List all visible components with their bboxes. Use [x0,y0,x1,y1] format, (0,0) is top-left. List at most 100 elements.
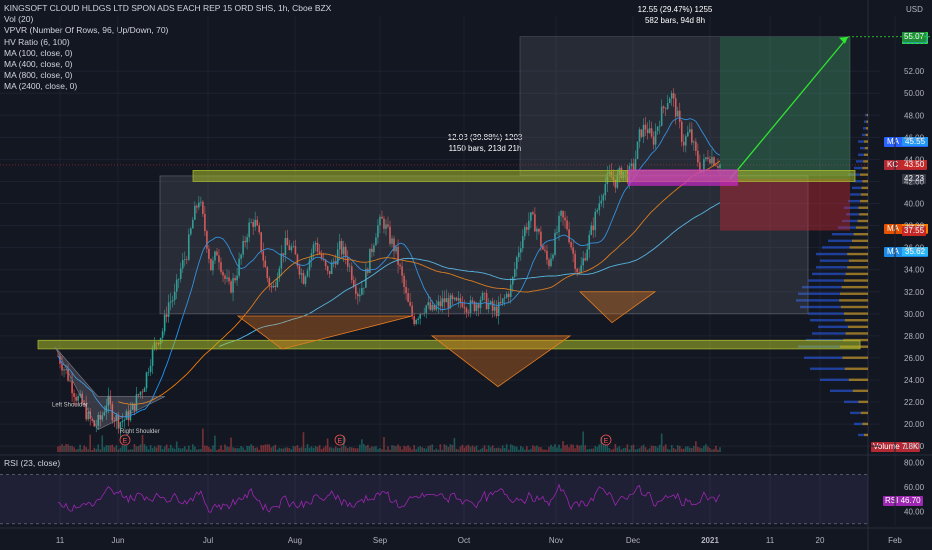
price-tag-label: KC [887,159,899,169]
volume-bar [350,447,353,452]
price-tick-label: 32.00 [904,288,925,297]
volume-bar [662,446,665,452]
volume-bar [413,445,415,452]
volume-tag-value: 7.8K [901,442,919,451]
volume-bar [425,448,428,452]
legend-indicator[interactable]: HV Ratio (6, 100) [4,36,70,47]
candle-body [361,288,363,295]
volume-bar [501,445,504,452]
volume-bar [159,445,162,452]
head-pattern [430,335,572,388]
candle-body [324,259,327,267]
candle-body [274,285,277,287]
candle-body [171,300,174,302]
time-tick-label: Aug [288,536,302,545]
resistance-zone [192,170,856,182]
volume-bar [196,449,198,452]
vpvr-row-down [860,199,868,203]
time-tick-label: Dec [626,536,640,545]
vpvr-row-down [862,166,868,170]
time-tick-label: Sep [373,536,388,545]
volume-bar [204,445,206,452]
volume-bar [676,445,679,452]
volume-bar [554,444,556,452]
volume-bar [121,445,124,452]
candle-body [425,305,428,313]
volume-bar [226,446,228,452]
vpvr-row-down [848,259,868,262]
candle-body [300,273,303,275]
candle-body [445,298,448,303]
earnings-marker-label: E [338,438,343,445]
volume-bar [71,445,73,452]
vpvr-row-up [864,120,867,123]
price-tag-value: 35.62 [902,246,929,256]
candle-body [713,157,715,166]
candle-body [224,275,226,279]
volume-bar [264,444,267,452]
candle-body [451,295,454,300]
volume-bar [658,444,661,452]
candle-body [85,403,87,420]
volume-bar [697,446,699,452]
candle-body [282,253,285,255]
candle-body [405,286,407,294]
candle-body [206,231,208,249]
volume-bar [244,449,246,452]
candle-body [363,287,365,289]
candle-body [429,302,432,310]
volume-bar [646,449,649,452]
legend-indicator[interactable]: MA (800, close, 0) [4,70,73,81]
legend-indicator[interactable]: MA (100, close, 0) [4,47,73,58]
earnings-marker-label: E [123,438,128,445]
volume-bar [449,444,452,452]
vpvr-row-up [854,166,863,170]
volume-bar [330,447,333,452]
candle-body [354,286,357,294]
volume-bar [175,441,178,452]
candle-body [147,371,150,373]
volume-bar [566,444,568,452]
legend-indicator[interactable]: VPVR (Number Of Rows, 96, Up/Down, 70) [4,25,169,36]
candle-body [560,210,562,216]
volume-bar [240,445,242,452]
volume-bar [173,448,176,452]
candle-body [226,277,228,279]
volume-bar [668,449,671,452]
volume-bar [61,444,63,452]
vpvr-row-up [838,226,856,229]
volume-bar [594,446,597,452]
candle-body [538,228,540,232]
candle-body [304,276,307,284]
rsi-legend[interactable]: RSI (23, close) [4,458,61,468]
volume-bar [234,448,236,452]
candle-body [540,231,542,247]
volume-bar [183,446,186,452]
volume-bar [238,448,240,452]
legend-indicator[interactable]: MA (400, close, 0) [4,59,73,70]
vpvr-row-up [804,356,843,359]
legend-indicator[interactable]: MA (2400, close, 0) [4,81,78,92]
legend-title[interactable]: KINGSOFT CLOUD HLDGS LTD SPON ADS EACH R… [4,3,332,13]
candle-body [548,259,550,267]
volume-bar [352,447,355,452]
candle-body [63,369,65,371]
candle-body [447,298,450,309]
vpvr-row-down [844,279,868,282]
price-tag-stop: 37.55 [902,225,927,236]
candle-body [244,240,246,243]
volume-bar [194,446,196,452]
rsi-pane [0,474,868,525]
candle-body [469,300,472,313]
candle-body [678,110,681,122]
legend-indicator[interactable]: Vol (20) [4,14,34,25]
candle-body [497,302,500,316]
candle-body [99,414,102,420]
candle-body [558,215,560,233]
candle-body [687,132,689,137]
candle-body [383,218,385,229]
candle-body [181,259,184,269]
vpvr-row-down [858,400,868,404]
